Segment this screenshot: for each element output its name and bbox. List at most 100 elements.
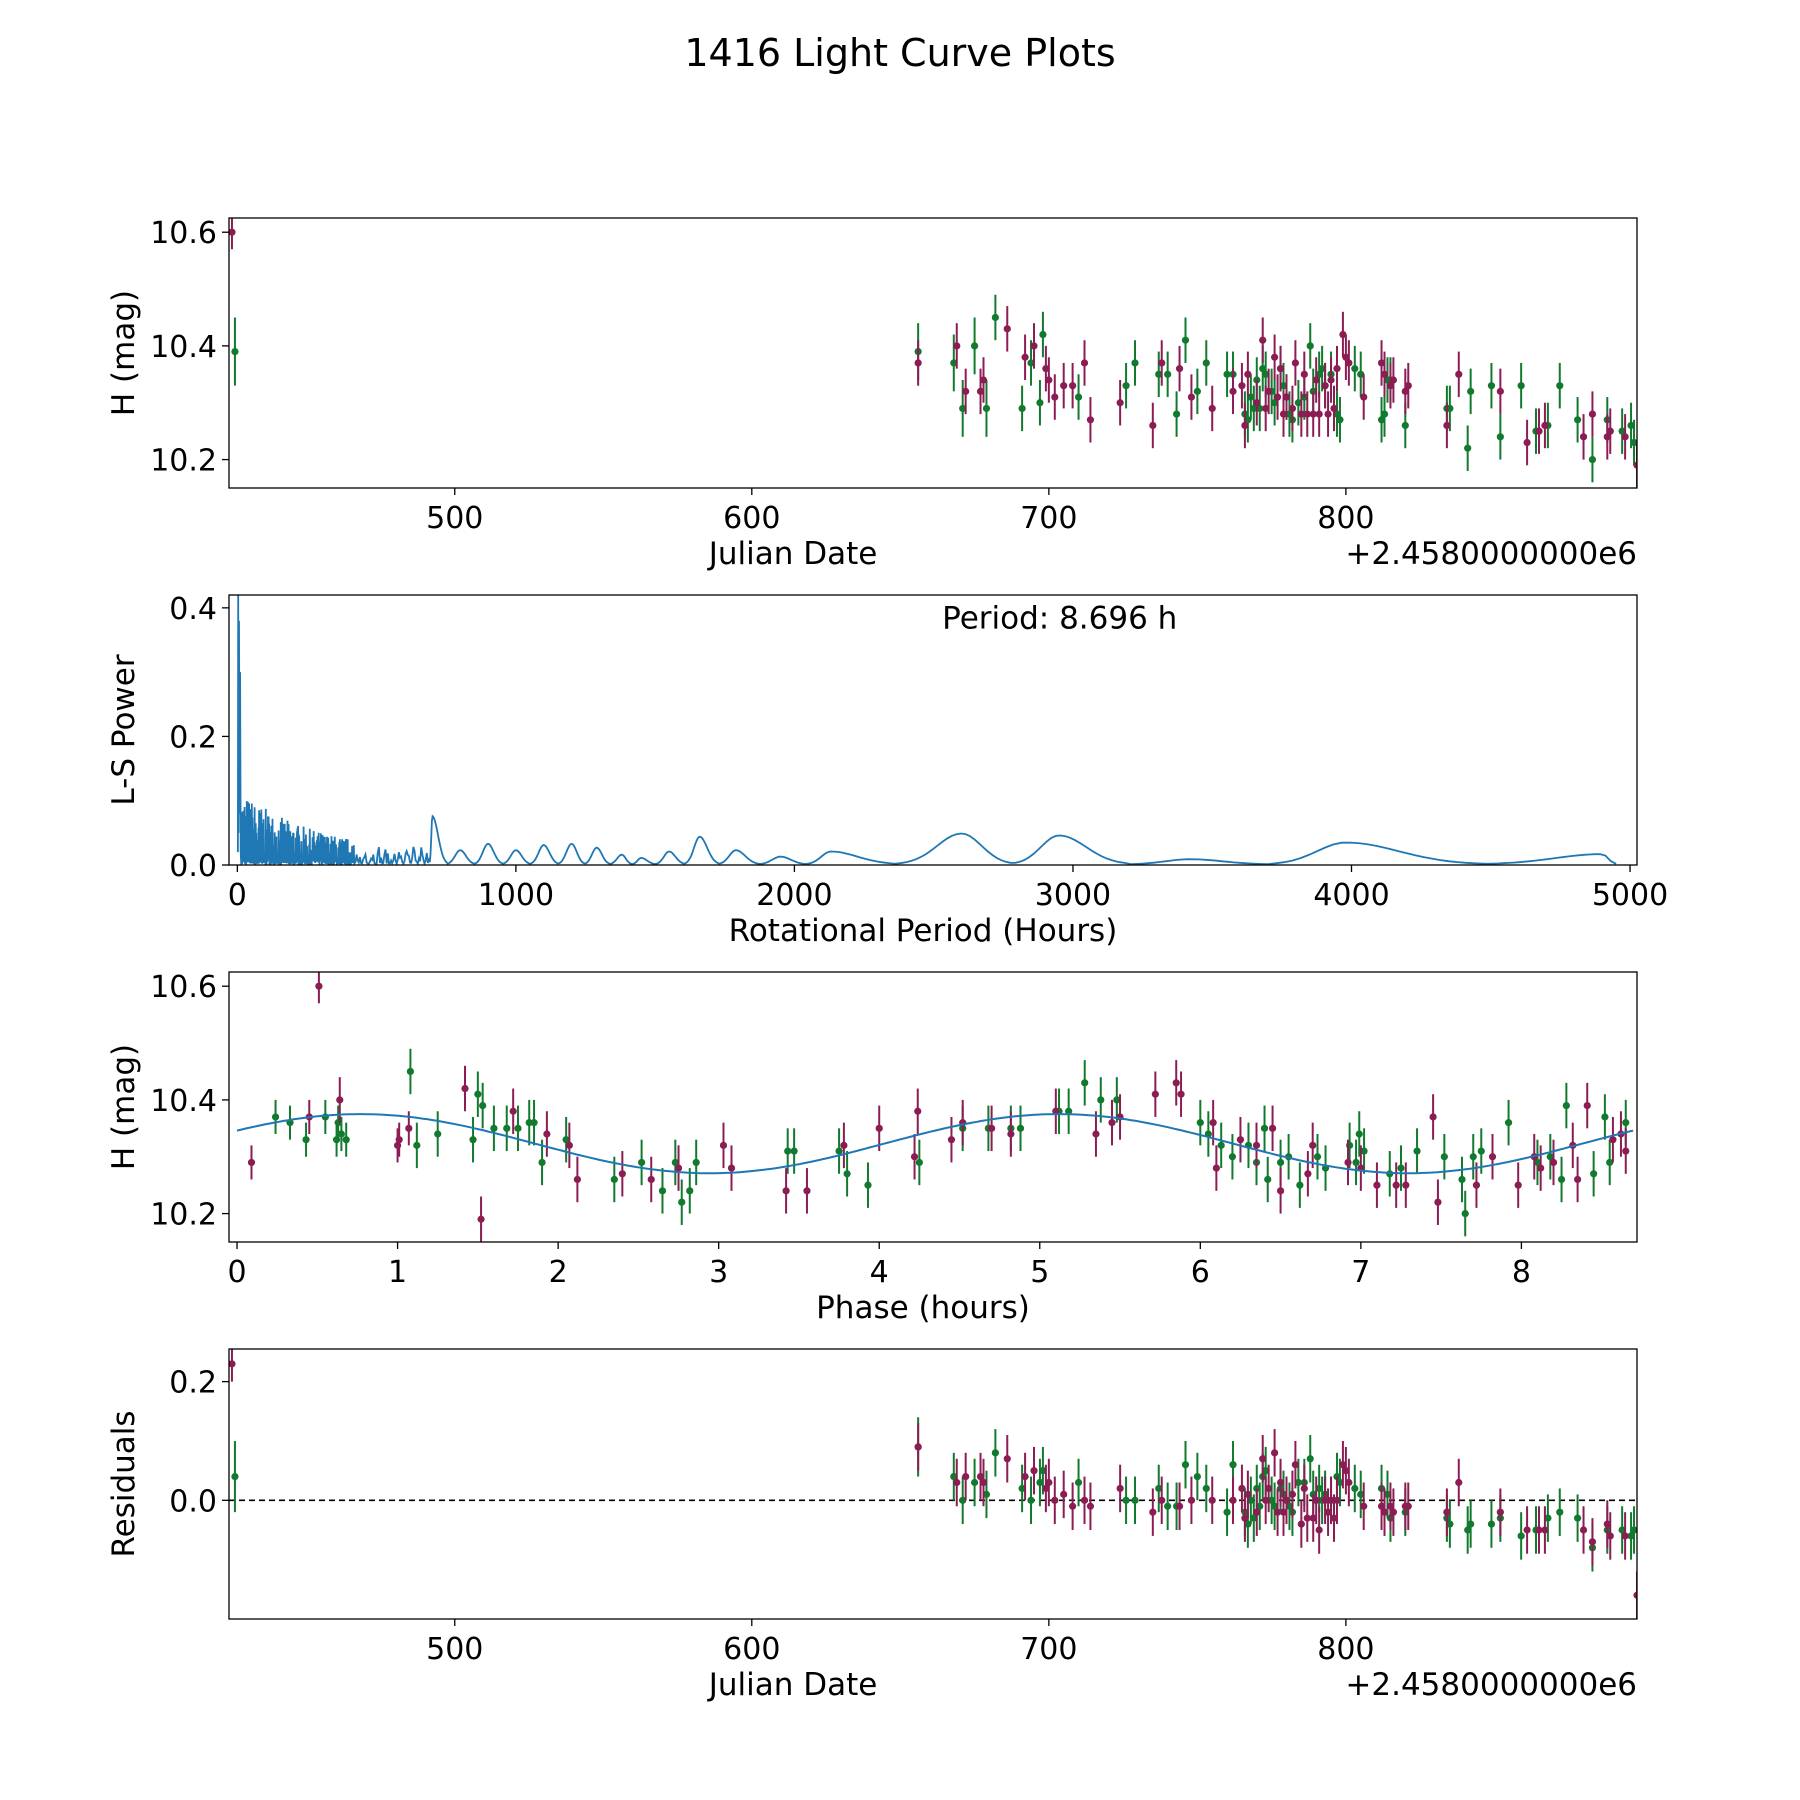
plot-area (229, 1349, 1637, 1619)
data-point (1496, 387, 1504, 395)
data-point (1383, 1490, 1392, 1498)
data-point (1003, 1455, 1011, 1463)
data-point (1339, 330, 1347, 339)
data-point (1193, 387, 1201, 395)
data-point (1149, 1508, 1157, 1516)
data-point (1092, 1130, 1100, 1138)
x-tick-label: 800 (1317, 501, 1374, 536)
data-point (1268, 1496, 1276, 1504)
data-point (1122, 382, 1130, 390)
data-point (1030, 342, 1038, 350)
data-point (864, 1181, 872, 1189)
periodogram-line (237, 595, 1617, 865)
data-point (1039, 330, 1047, 339)
data-point (1018, 1484, 1026, 1493)
data-point (1541, 421, 1549, 430)
data-point (1256, 404, 1264, 413)
data-point (1164, 1502, 1172, 1510)
x-tick-label: 0 (227, 1255, 246, 1290)
data-point (991, 313, 999, 322)
x-tick-label: 3 (709, 1255, 728, 1290)
data-point (1606, 427, 1614, 435)
data-point (1244, 370, 1252, 378)
data-point (406, 1067, 415, 1076)
data-point (543, 1130, 551, 1138)
data-point (1573, 1514, 1582, 1522)
data-point (514, 1124, 522, 1132)
data-point (1291, 1461, 1299, 1469)
y-tick-label: 0.2 (169, 1366, 217, 1401)
data-point (674, 1164, 683, 1172)
data-point (1177, 1090, 1185, 1098)
data-point (1342, 1467, 1350, 1475)
data-point (1514, 1181, 1522, 1189)
data-point (1380, 370, 1389, 378)
data-point (1294, 1478, 1302, 1487)
data-point (1306, 342, 1314, 350)
data-point (405, 1124, 413, 1132)
data-point (1413, 1147, 1421, 1155)
data-point (1074, 393, 1083, 401)
data-point (1588, 410, 1597, 418)
data-point (1259, 1455, 1267, 1463)
data-point (1603, 1520, 1611, 1528)
data-point (1588, 455, 1597, 464)
data-point (565, 1141, 573, 1149)
data-point (1603, 433, 1611, 441)
data-point (1265, 1484, 1273, 1493)
data-point (1122, 1496, 1130, 1504)
data-point (1313, 1153, 1322, 1161)
data-point (302, 1136, 310, 1144)
data-point (1229, 1461, 1237, 1469)
figure-title: 1416 Light Curve Plots (684, 31, 1115, 75)
data-point (1318, 365, 1326, 373)
data-point (1327, 376, 1335, 384)
data-point (1523, 438, 1531, 447)
data-point (1464, 1526, 1472, 1534)
data-point (1271, 1449, 1279, 1457)
data-point (1464, 444, 1472, 452)
data-point (1588, 1538, 1597, 1546)
data-point (1357, 370, 1365, 378)
data-point (782, 1187, 790, 1195)
data-point (1155, 1484, 1163, 1493)
data-point (1300, 1484, 1308, 1493)
y-tick-label: 0.4 (169, 592, 217, 627)
data-point (1546, 1153, 1554, 1161)
data-point (413, 1141, 421, 1149)
data-point (1027, 359, 1035, 367)
data-point (1523, 1526, 1531, 1534)
data-point (1036, 399, 1044, 407)
x-tick-label: 700 (1020, 501, 1077, 536)
data-point (1271, 1502, 1279, 1510)
data-point (1342, 353, 1350, 361)
x-tick-label: 600 (723, 501, 780, 536)
data-point (1276, 1478, 1285, 1487)
data-point (1467, 387, 1475, 395)
data-point (1285, 410, 1294, 418)
x-tick-label: 0 (228, 878, 247, 913)
data-point (247, 1158, 256, 1167)
data-point (959, 404, 967, 413)
data-point (342, 1136, 350, 1144)
data-point (509, 1107, 517, 1115)
data-point (503, 1124, 511, 1132)
data-point (947, 1136, 956, 1144)
data-point (1377, 416, 1386, 424)
data-point (1606, 1158, 1614, 1167)
data-point (875, 1124, 883, 1132)
data-point (1609, 1136, 1617, 1144)
data-point (1504, 1119, 1513, 1127)
data-point (1446, 404, 1454, 413)
data-point (1086, 1502, 1095, 1510)
plot-area (237, 595, 1617, 865)
data-point (1304, 1170, 1312, 1178)
data-point (1306, 1455, 1314, 1463)
x-tick-label: 500 (426, 501, 483, 536)
data-point (686, 1187, 694, 1195)
data-point (1549, 1158, 1558, 1167)
data-point (1496, 1508, 1504, 1516)
data-point (1297, 410, 1305, 418)
data-point (1345, 359, 1353, 367)
data-point (1256, 1502, 1264, 1510)
